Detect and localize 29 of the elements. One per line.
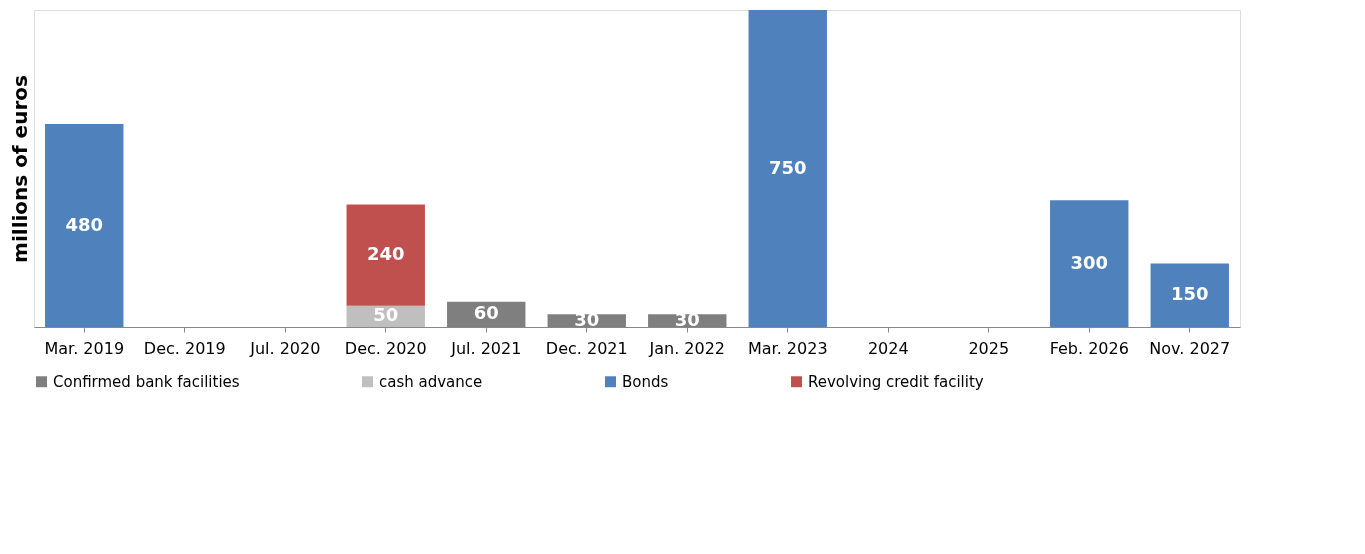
x-tick-label: Feb. 2026 [1049, 338, 1129, 358]
data-label: 240 [366, 243, 405, 265]
legend-label: cash advance [379, 372, 483, 391]
legend-label: Revolving credit facility [808, 372, 984, 391]
data-label: 50 [373, 304, 399, 326]
x-tick-label: Jan. 2022 [648, 338, 726, 358]
x-tick-label: Dec. 2021 [545, 338, 628, 358]
x-tick-label: 2024 [867, 338, 909, 358]
bar [748, 10, 827, 327]
bar [45, 124, 124, 327]
bar [1150, 263, 1229, 327]
x-tick-label: Jul. 2021 [450, 338, 522, 358]
data-label: 60 [473, 302, 499, 324]
x-tick-label: Mar. 2019 [44, 338, 125, 358]
data-label: 480 [65, 213, 104, 235]
x-tick-label: Nov. 2027 [1149, 338, 1231, 358]
data-label: 750 [768, 156, 807, 178]
bar [346, 204, 425, 306]
x-tick-label: Jul. 2020 [249, 338, 321, 358]
y-axis-title: millions of euros [7, 75, 32, 263]
data-label: 300 [1070, 251, 1109, 273]
x-tick-label: Dec. 2020 [344, 338, 427, 358]
x-tick-label: 2025 [968, 338, 1010, 358]
x-tick-label: Mar. 2023 [747, 338, 828, 358]
x-tick-label: Dec. 2019 [143, 338, 226, 358]
legend-label: Confirmed bank facilities [53, 372, 240, 391]
bar [1050, 200, 1129, 327]
data-label: 150 [1170, 283, 1209, 305]
legend-label: Bonds [622, 372, 669, 391]
